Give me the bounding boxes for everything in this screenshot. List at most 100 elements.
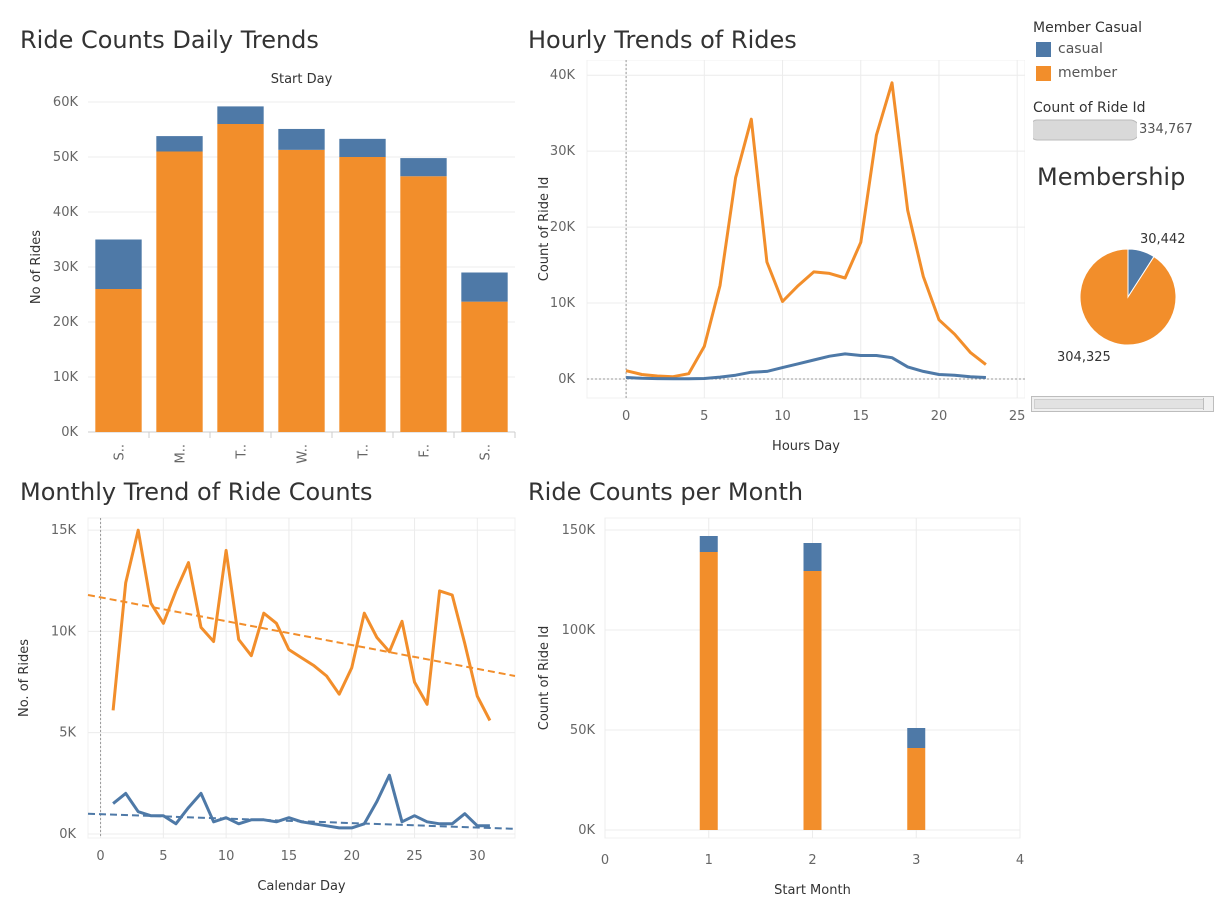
permonth-xtick: 2 (808, 853, 816, 868)
hourly-xtick: 25 (1009, 409, 1025, 424)
size-legend-shape (1033, 119, 1137, 141)
monthly-ytick: 5K (59, 726, 76, 741)
pie-label-casual: 30,442 (1140, 232, 1186, 247)
monthly-trendline-member (87, 593, 516, 677)
daily-bar-member (400, 176, 447, 432)
daily-bar-member (461, 301, 508, 432)
hourly-xtick: 15 (852, 409, 869, 424)
permonth-bar-casual (803, 543, 822, 571)
monthly-plot-frame (87, 517, 516, 839)
horizontal-scrollbar[interactable] (1031, 396, 1214, 412)
permonth-bar-member (907, 748, 926, 830)
daily-bar-member (156, 151, 203, 432)
membership-title: Membership (1037, 163, 1186, 191)
daily-ytick: 20K (53, 315, 79, 330)
daily-bar-member (217, 124, 264, 432)
monthly-xtick: 10 (218, 849, 235, 864)
hourly-xtick: 10 (774, 409, 791, 424)
daily-bar-casual (95, 239, 142, 289)
hourly-xlabel: Hours Day (772, 439, 840, 454)
daily-ytick: 40K (53, 205, 79, 220)
monthly-ytick: 0K (59, 827, 76, 842)
hourly-line-member (625, 81, 987, 379)
legend-swatch-member[interactable] (1036, 66, 1051, 81)
scrollbar-arrow-right[interactable] (1203, 398, 1212, 410)
daily-header: Start Day (271, 72, 333, 87)
legend-item-member[interactable]: member (1058, 65, 1118, 81)
monthly-xtick: 30 (469, 849, 486, 864)
daily-bar-casual (217, 106, 264, 124)
daily-ylabel: No of Rides (29, 230, 44, 304)
permonth-xtick: 1 (705, 853, 713, 868)
hourly-trends-chart[interactable]: 0K 10K 20K 30K 40K 0 5 10 15 20 25 Hours Day Count o… (520, 60, 1025, 470)
hourly-ytick: 10K (550, 296, 576, 311)
monthly-line-member (111, 528, 492, 722)
daily-xtick: T.. (235, 444, 250, 460)
permonth-xtick: 0 (601, 853, 609, 868)
daily-bar-member (95, 289, 142, 432)
permonth-bar-casual (699, 536, 718, 552)
monthly-line-casual (112, 773, 490, 830)
hourly-chart-title: Hourly Trends of Rides (528, 26, 797, 54)
hourly-line-casual (626, 352, 986, 381)
hourly-ylabel: Count of Ride Id (537, 177, 552, 282)
legend-title: Member Casual (1033, 20, 1143, 36)
daily-ytick: 50K (53, 150, 79, 165)
daily-ytick: 60K (53, 95, 79, 110)
monthly-xtick: 0 (96, 849, 104, 864)
monthly-ytick: 15K (51, 523, 77, 538)
legend-item-casual[interactable]: casual (1058, 41, 1103, 57)
permonth-ytick: 0K (578, 823, 595, 838)
monthly-xtick: 5 (159, 849, 167, 864)
daily-xtick: S.. (113, 444, 128, 461)
hourly-plot-frame (586, 60, 1025, 399)
permonth-xtick: 4 (1016, 853, 1024, 868)
pie-label-member: 304,325 (1057, 350, 1111, 365)
legend-swatch-casual[interactable] (1036, 42, 1051, 57)
hourly-ytick: 30K (550, 144, 576, 159)
permonth-ytick: 50K (570, 723, 596, 738)
monthly-xtick: 25 (406, 849, 423, 864)
daily-bar-casual (156, 136, 203, 152)
daily-ytick: 0K (61, 425, 78, 440)
daily-xtick: T.. (357, 444, 372, 460)
permonth-xtick: 3 (912, 853, 920, 868)
hourly-ytick: 20K (550, 220, 576, 235)
monthly-xtick: 15 (281, 849, 298, 864)
permonth-bar-casual (907, 728, 926, 748)
permonth-bar-member (803, 571, 822, 830)
per-month-chart-title: Ride Counts per Month (528, 478, 804, 506)
pie-slice-member (1079, 248, 1177, 346)
permonth-xlabel: Start Month (774, 883, 851, 898)
permonth-ytick: 150K (562, 523, 596, 538)
daily-bar-casual (278, 128, 325, 150)
daily-xtick: M.. (174, 444, 189, 463)
permonth-ylabel: Count of Ride Id (537, 626, 552, 731)
hourly-ytick: 40K (550, 68, 576, 83)
daily-trends-chart[interactable]: Start Day 0K 10K 20K 30K 40K 50K 60K S.. M.. T.. W.… (0, 60, 520, 470)
monthly-xtick: 20 (343, 849, 360, 864)
daily-ytick: 10K (53, 370, 79, 385)
daily-xtick: W.. (296, 444, 311, 464)
rides-per-month-chart[interactable]: 0K 50K 100K 150K 0 1 2 3 4 Start Month Count of Ri… (520, 508, 1025, 918)
membership-pie-chart[interactable] (1030, 218, 1226, 378)
hourly-xtick: 5 (700, 409, 708, 424)
permonth-ytick: 100K (562, 623, 596, 638)
daily-bar-casual (461, 272, 508, 302)
daily-bar-member (339, 157, 386, 432)
daily-bar-casual (339, 138, 386, 157)
daily-ytick: 30K (53, 260, 79, 275)
hourly-xtick: 20 (931, 409, 948, 424)
daily-bar-member (278, 149, 325, 432)
hourly-ytick: 0K (558, 372, 575, 387)
size-legend-value: 334,767 (1139, 122, 1193, 137)
monthly-trend-chart[interactable]: 0K 5K 10K 15K 0 5 10 15 20 25 30 Calendar Day No. of… (0, 508, 520, 918)
monthly-ylabel: No. of Rides (17, 639, 32, 717)
side-panel: Member Casual casual member Count of Rid… (1030, 18, 1226, 438)
daily-bar-casual (400, 158, 447, 177)
scrollbar-thumb[interactable] (1034, 399, 1204, 409)
daily-xtick: F.. (418, 444, 433, 458)
size-legend-title: Count of Ride Id (1033, 100, 1146, 116)
monthly-ytick: 10K (51, 624, 77, 639)
monthly-trend-chart-title: Monthly Trend of Ride Counts (20, 478, 373, 506)
